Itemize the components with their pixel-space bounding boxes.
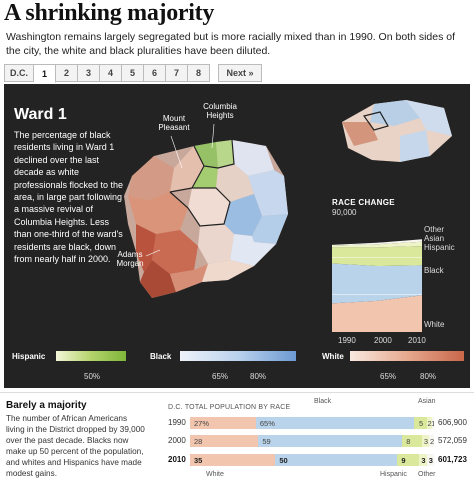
legend-white-bar — [350, 351, 464, 361]
area-other — [332, 239, 422, 246]
dc-locator-map — [342, 100, 452, 162]
dc-east-area — [406, 100, 452, 136]
headline: A shrinking majority — [4, 0, 215, 26]
legend-hispanic-tick-50: 50% — [84, 372, 101, 381]
population-bar-2000: 28 59 8 3 2 — [190, 435, 434, 447]
label-mount-pleasant: Mount Pleasant — [158, 114, 190, 132]
seg-2000-black: 59 — [258, 435, 403, 447]
year-2000: 2000 — [168, 436, 186, 445]
ward-1-highlight — [362, 111, 389, 131]
race-change-x-2010: 2010 — [408, 336, 426, 345]
tab-ward-8[interactable]: 8 — [188, 64, 210, 82]
barely-majority-title: Barely a majority — [6, 400, 87, 411]
series-label-black: Black — [424, 266, 444, 275]
dc-north-area — [370, 100, 420, 126]
tab-ward-7[interactable]: 7 — [166, 64, 188, 82]
seg-1990-white: 27% — [190, 417, 256, 429]
seg-1990-asian: 2 — [426, 417, 432, 429]
total-1990: 606,900 — [438, 418, 467, 427]
year-2010: 2010 — [168, 455, 186, 464]
subhead: Washington remains largely segregated bu… — [6, 31, 456, 57]
race-change-chart — [332, 239, 422, 332]
legend-hispanic-bar — [56, 351, 126, 361]
legend-black-tick-80: 80% — [250, 372, 267, 381]
race-change-x-1990: 1990 — [338, 336, 356, 345]
ward-map[interactable] — [4, 84, 304, 314]
tab-ward-2[interactable]: 2 — [56, 64, 78, 82]
population-bar-1990: 27% 65% 5 2 1 — [190, 417, 434, 429]
ward-panel: Ward 1 The percentage of black residents… — [4, 84, 470, 388]
seg-2010-black: 50 — [275, 454, 398, 466]
seg-2010-other: 3 — [426, 454, 434, 466]
legend-hispanic-label: Hispanic — [12, 352, 46, 361]
series-label-hispanic: Hispanic — [424, 243, 455, 252]
barely-majority-text: The number of African Americans living i… — [6, 414, 145, 478]
tab-dc[interactable]: D.C. — [4, 64, 34, 82]
seg-2000-white: 28 — [190, 435, 259, 447]
seg-2000-hispanic: 8 — [402, 435, 422, 447]
area-hispanic — [332, 246, 422, 267]
col-label-asian: Asian — [418, 398, 436, 405]
race-change-ymax: 90,000 — [332, 208, 357, 217]
label-columbia-heights: Columbia Heights — [203, 102, 237, 120]
race-change-x-2000: 2000 — [374, 336, 392, 345]
seg-1990-hispanic: 5 — [414, 417, 427, 429]
series-label-white: White — [424, 320, 445, 329]
legend-black-label: Black — [150, 352, 172, 361]
ward-title: Ward 1 — [14, 106, 67, 123]
ward-tabs: D.C. 1 2 3 4 5 6 7 8 Next » — [4, 64, 470, 83]
race-change-title: RACE CHANGE — [332, 198, 395, 207]
col-label-white: White — [206, 471, 224, 478]
seg-2000-other: 2 — [429, 435, 434, 447]
next-button[interactable]: Next » — [218, 64, 262, 82]
total-2010: 601,723 — [438, 455, 467, 464]
dc-southeast-area — [400, 130, 430, 162]
legend-white-tick-65: 65% — [380, 372, 397, 381]
ward-map-tracts — [124, 140, 288, 298]
col-label-hispanic: Hispanic — [380, 471, 407, 478]
legend-white-tick-80: 80% — [420, 372, 437, 381]
series-label-other: Other — [424, 225, 445, 234]
population-title: D.C. TOTAL POPULATION BY RACE — [168, 404, 291, 411]
dc-west-area — [342, 122, 378, 146]
legend-black-tick-65: 65% — [212, 372, 229, 381]
tab-ward-5[interactable]: 5 — [122, 64, 144, 82]
seg-2010-white: 35 — [190, 454, 276, 466]
seg-2010-hispanic: 9 — [397, 454, 420, 466]
tab-ward-3[interactable]: 3 — [78, 64, 100, 82]
section-divider — [0, 392, 474, 393]
seg-2010-asian: 3 — [419, 454, 427, 466]
legend-black-bar — [180, 351, 296, 361]
seg-2000-asian: 3 — [421, 435, 430, 447]
tab-ward-1[interactable]: 1 — [34, 64, 56, 83]
col-label-other: Other — [418, 471, 436, 478]
area-asian — [332, 241, 422, 248]
ward-map-boundaries — [169, 139, 235, 227]
area-black — [332, 263, 422, 304]
tab-spacer — [210, 64, 218, 82]
ward-description: The percentage of black residents living… — [14, 130, 124, 265]
total-2000: 572,059 — [438, 436, 467, 445]
seg-1990-other: 1 — [431, 417, 434, 429]
series-label-asian: Asian — [424, 234, 445, 243]
year-1990: 1990 — [168, 418, 186, 427]
col-label-black: Black — [314, 398, 332, 405]
tab-ward-6[interactable]: 6 — [144, 64, 166, 82]
label-adams-morgan: Adams Morgan — [116, 250, 144, 268]
map-callout-lines — [145, 123, 215, 257]
legend-white-label: White — [322, 352, 344, 361]
area-white — [332, 295, 422, 332]
seg-1990-black: 65% — [255, 417, 415, 429]
population-bar-2010: 35 50 9 3 3 — [190, 454, 434, 466]
tab-ward-4[interactable]: 4 — [100, 64, 122, 82]
